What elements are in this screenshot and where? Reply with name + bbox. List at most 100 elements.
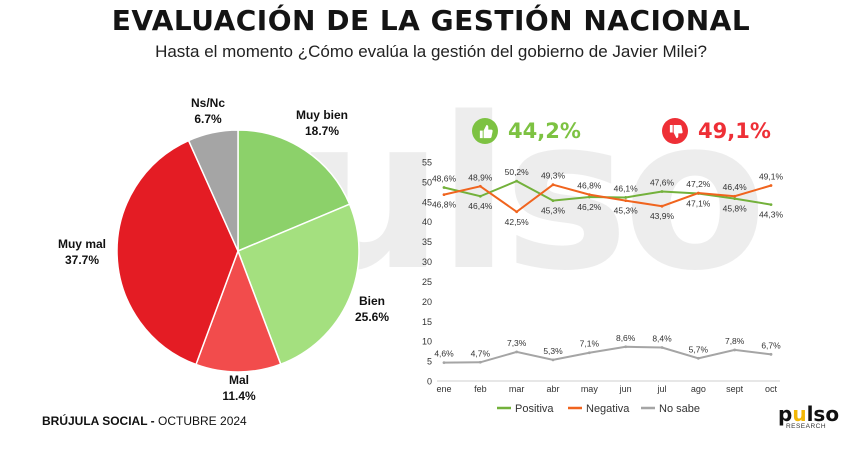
- x-tick-label: jun: [619, 384, 632, 394]
- data-label: 8,6%: [616, 333, 636, 343]
- data-label: 4,6%: [434, 349, 454, 359]
- data-point-negativa: [442, 193, 446, 197]
- pie-slice-ns-nc: [187, 129, 239, 252]
- data-label: 42,5%: [505, 217, 530, 227]
- summary-negative: 49,1%: [662, 118, 771, 144]
- pie-slice-mal: [195, 248, 282, 373]
- data-label: 49,3%: [541, 171, 566, 181]
- data-point-positiva: [515, 179, 519, 183]
- data-label: 43,9%: [650, 211, 675, 221]
- data-label: 46,8%: [432, 200, 457, 210]
- y-tick-label: 45: [422, 197, 432, 207]
- y-tick-label: 5: [427, 357, 432, 367]
- data-point-negativa: [733, 194, 737, 198]
- pie-label-muy-mal: Muy mal: [58, 237, 106, 251]
- y-tick-label: 35: [422, 237, 432, 247]
- pie-slice-muy-bien: [237, 129, 351, 253]
- y-tick-label: 55: [422, 158, 432, 168]
- negative-value: 49,1%: [698, 119, 771, 143]
- data-label: 48,9%: [468, 172, 493, 182]
- data-label: 7,3%: [507, 338, 527, 348]
- source-footer: BRÚJULA SOCIAL - OCTUBRE 2024: [42, 414, 247, 428]
- x-tick-label: ene: [436, 384, 451, 394]
- data-point-positiva: [660, 190, 664, 193]
- series-line-no-sabe: [443, 345, 772, 364]
- data-point-positiva: [587, 195, 591, 199]
- data-point-negativa: [660, 204, 664, 208]
- series-line-negativa: [443, 183, 772, 214]
- x-tick-label: ago: [691, 384, 706, 394]
- data-label: 47,2%: [686, 179, 711, 189]
- data-point-negativa: [769, 184, 773, 187]
- data-label: 48,6%: [432, 173, 457, 183]
- data-label: 4,7%: [471, 348, 491, 358]
- data-point-no-sabe: [442, 361, 446, 365]
- data-point-positiva: [442, 186, 446, 189]
- x-tick-label: jul: [656, 384, 666, 394]
- data-label: 5,7%: [689, 344, 709, 354]
- y-tick-label: 0: [427, 377, 432, 387]
- x-tick-label: abr: [546, 384, 559, 394]
- data-label: 46,8%: [577, 181, 602, 191]
- data-point-negativa: [515, 210, 519, 214]
- chart-subtitle: Hasta el momento ¿Cómo evalúa la gestión…: [155, 42, 707, 61]
- pie-value-ns-nc: 6.7%: [194, 112, 222, 126]
- source-date: OCTUBRE 2024: [158, 414, 247, 428]
- positive-value: 44,2%: [508, 119, 581, 143]
- data-point-no-sabe: [769, 352, 773, 356]
- pulso-logo: pulso RESEARCH: [778, 402, 840, 430]
- data-point-no-sabe: [624, 345, 628, 349]
- x-tick-label: feb: [474, 384, 487, 394]
- data-point-positiva: [733, 197, 737, 201]
- data-point-no-sabe: [515, 350, 519, 354]
- source-name: BRÚJULA SOCIAL -: [42, 414, 155, 428]
- data-label: 47,6%: [650, 177, 675, 187]
- y-tick-label: 10: [422, 337, 432, 347]
- y-tick-label: 40: [422, 217, 432, 227]
- data-point-negativa: [696, 191, 700, 195]
- data-label: 49,1%: [759, 171, 784, 181]
- data-point-positiva: [551, 199, 555, 203]
- pie-label-mal: Mal: [229, 373, 249, 387]
- pie-slice-bien: [237, 203, 360, 366]
- legend-label-negativa: Negativa: [586, 403, 630, 415]
- x-tick-label: may: [581, 384, 599, 394]
- pie-label-ns-nc: Ns/Nc: [191, 96, 225, 110]
- data-point-no-sabe: [551, 358, 555, 362]
- x-tick-label: oct: [765, 384, 778, 394]
- data-label: 50,2%: [505, 167, 530, 177]
- data-point-negativa: [587, 193, 591, 197]
- y-tick-label: 15: [422, 317, 432, 327]
- summary-positive: 44,2%: [472, 118, 581, 144]
- data-point-negativa: [624, 199, 628, 203]
- data-label: 8,4%: [652, 334, 672, 344]
- pie-value-muy-bien: 18.7%: [305, 124, 339, 138]
- data-label: 7,1%: [580, 339, 600, 349]
- data-label: 46,1%: [614, 183, 639, 193]
- data-point-no-sabe: [660, 346, 664, 349]
- data-point-positiva: [478, 194, 482, 198]
- y-tick-label: 20: [422, 297, 432, 307]
- data-label: 46,4%: [468, 201, 493, 211]
- data-point-no-sabe: [587, 351, 591, 355]
- data-label: 45,8%: [723, 204, 748, 214]
- x-tick-label: mar: [509, 384, 525, 394]
- pie-slice-muy-mal: [116, 139, 239, 366]
- data-label: 7,8%: [725, 336, 745, 346]
- data-point-no-sabe: [478, 360, 482, 364]
- pie-value-muy-mal: 37.7%: [65, 253, 99, 267]
- data-label: 46,4%: [723, 182, 748, 192]
- legend-label-positiva: Positiva: [515, 403, 554, 415]
- data-label: 47,1%: [686, 198, 711, 208]
- x-tick-label: sept: [726, 384, 744, 394]
- chart-title: EVALUACIÓN DE LA GESTIÓN NACIONAL: [111, 4, 751, 37]
- thumbs-up-icon: [472, 118, 498, 144]
- data-label: 44,3%: [759, 210, 784, 220]
- y-tick-label: 25: [422, 277, 432, 287]
- pie-label-muy-bien: Muy bien: [296, 108, 348, 122]
- data-point-no-sabe: [733, 348, 737, 352]
- pie-value-mal: 11.4%: [222, 389, 256, 403]
- y-tick-label: 30: [422, 257, 432, 267]
